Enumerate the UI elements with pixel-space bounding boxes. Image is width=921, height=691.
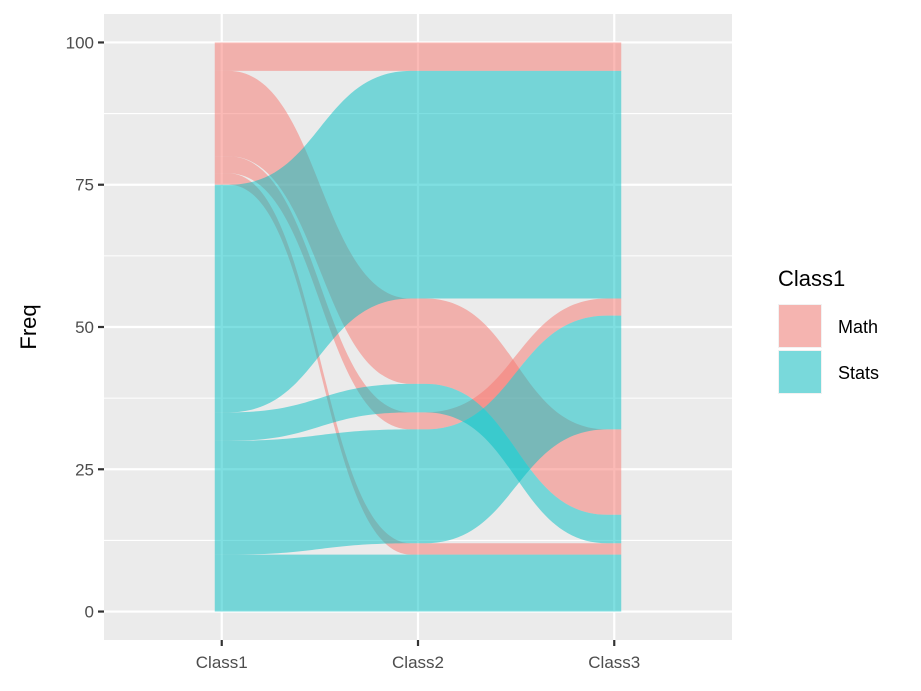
flow-math <box>215 42 622 70</box>
x-tick-label: Class3 <box>588 653 640 672</box>
y-tick-label: 100 <box>66 33 94 52</box>
legend-key-stats <box>779 351 821 393</box>
flow-stats <box>215 555 622 612</box>
y-tick-label: 50 <box>75 318 94 337</box>
y-tick-label: 75 <box>75 176 94 195</box>
legend-title: Class1 <box>778 266 845 291</box>
flow-ribbons <box>215 42 622 611</box>
x-tick-label: Class1 <box>196 653 248 672</box>
x-tick-label: Class2 <box>392 653 444 672</box>
legend-label-stats: Stats <box>838 363 879 383</box>
legend-label-math: Math <box>838 317 878 337</box>
legend-key-math <box>779 305 821 347</box>
y-axis-title: Freq <box>16 304 41 349</box>
y-tick-label: 25 <box>75 460 94 479</box>
y-tick-label: 0 <box>85 603 94 622</box>
